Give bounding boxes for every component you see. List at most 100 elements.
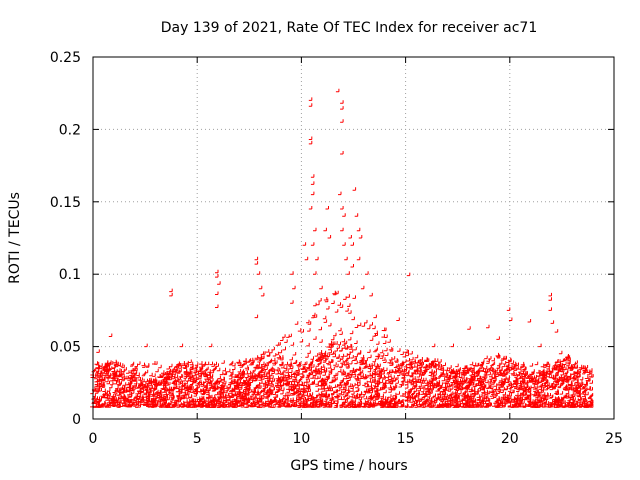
data-point [96,386,101,390]
data-point [442,391,447,396]
data-point [357,395,361,399]
data-point [392,404,396,408]
data-point [491,357,495,362]
data-point [123,397,127,402]
data-point [511,396,515,400]
data-point [250,393,254,397]
data-point [350,264,354,268]
data-point [457,383,461,387]
data-point [560,371,564,376]
data-point [254,261,259,265]
data-point [356,227,361,232]
data-point [519,378,524,382]
data-point [242,361,246,365]
data-point [340,360,344,364]
data-point [514,381,519,385]
data-point [426,396,430,400]
data-point [428,380,433,384]
data-point [95,365,100,369]
data-point [381,334,385,338]
data-point [424,386,429,390]
data-point [344,392,349,397]
data-point [456,368,461,372]
data-point [317,355,322,359]
data-point [520,386,524,391]
data-point [388,373,392,378]
data-point [313,401,318,405]
data-point [302,361,306,366]
data-point [504,367,509,371]
data-point [190,376,195,380]
data-point [335,88,340,93]
data-point [108,333,113,337]
data-point [412,398,416,402]
data-point [379,349,384,354]
data-point [135,404,139,408]
data-point [313,302,317,307]
data-point [413,402,417,407]
data-point [204,373,208,377]
data-point [499,367,503,371]
data-point [286,374,290,379]
data-point [396,391,400,395]
data-point [366,325,371,330]
data-point [223,404,227,408]
data-point [296,379,300,383]
y-tick-label: 0.05 [50,340,81,356]
data-point [415,393,420,398]
data-point [475,369,479,373]
data-point [183,368,188,373]
data-point [397,369,402,374]
data-point [459,378,464,383]
data-point [209,394,213,399]
data-point [371,370,376,374]
data-point [215,274,219,278]
data-point [344,345,348,349]
data-point [288,333,292,338]
data-point [259,355,263,360]
data-point [434,404,438,408]
data-point [208,399,212,403]
data-point [445,402,449,407]
data-point [504,371,509,375]
data-point [570,366,574,371]
data-point [390,403,394,407]
data-point [269,382,273,386]
data-point [417,379,421,383]
data-point [540,372,544,376]
data-point [157,374,161,378]
data-point [331,366,335,371]
data-point [320,356,324,360]
data-point [449,398,454,403]
data-point [351,316,355,321]
data-point [442,401,446,405]
data-point [433,399,438,404]
data-point [513,403,517,408]
data-point [131,396,136,401]
data-point [540,363,545,368]
data-point [226,368,231,373]
data-point [375,383,379,388]
data-point [193,379,197,384]
data-point [432,375,436,380]
data-point [316,403,320,407]
data-point [230,369,234,374]
data-point [527,392,531,396]
data-point [303,379,308,383]
data-point [122,382,127,386]
data-point [329,395,333,399]
data-point [308,395,312,399]
data-point [154,393,158,397]
data-point [300,385,305,390]
data-point [190,366,194,371]
data-point [96,399,101,403]
data-point [344,353,348,357]
data-point [318,298,322,302]
data-point [243,358,247,362]
data-point [317,396,321,400]
data-point [477,377,481,381]
data-point [404,403,408,407]
data-point [480,398,485,403]
data-point [389,348,394,352]
data-point [227,399,232,404]
